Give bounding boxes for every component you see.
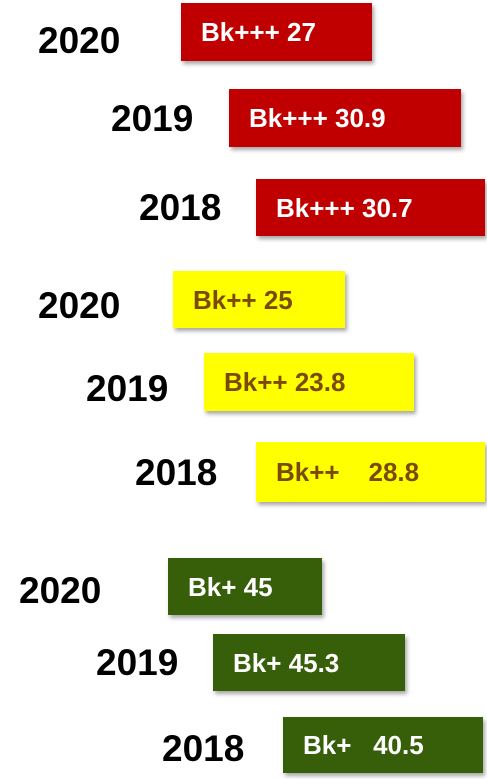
label-box: Bk+ 40.5: [283, 717, 483, 773]
label-box: Bk+ 45: [168, 558, 322, 615]
label-box: Bk++ 28.8: [256, 442, 485, 502]
label-box: Bk+++ 27: [181, 3, 372, 61]
year: 2020: [38, 20, 121, 61]
year: 2019: [86, 368, 169, 409]
label-box: Bk+++ 30.7: [256, 179, 485, 236]
year: 2020: [38, 285, 121, 326]
year: 2018: [135, 452, 218, 493]
label-box: Bk+ 45.3: [213, 634, 405, 691]
label-box: Bk++ 25: [173, 271, 345, 328]
year: 2018: [162, 728, 245, 769]
year: 2019: [111, 98, 194, 139]
year: 2019: [96, 642, 179, 683]
year: 2018: [139, 187, 222, 228]
label-box: Bk+++ 30.9: [229, 89, 461, 147]
label-box: Bk++ 23.8: [204, 353, 414, 411]
year: 2020: [19, 570, 102, 611]
